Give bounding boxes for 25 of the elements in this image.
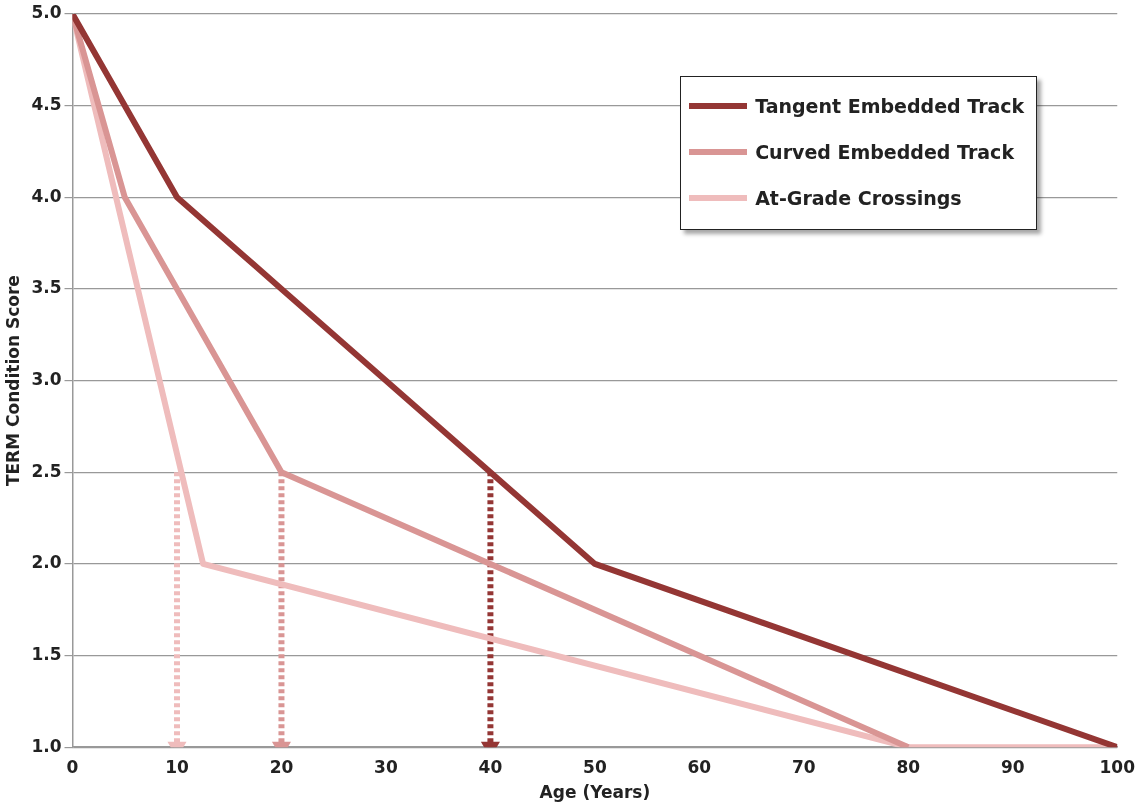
y-tick-label: 2.0 bbox=[31, 552, 62, 573]
legend-label: At-Grade Crossings bbox=[755, 187, 962, 209]
legend-label: Curved Embedded Track bbox=[755, 141, 1015, 163]
x-tick-label: 10 bbox=[165, 756, 189, 777]
x-tick-label: 90 bbox=[1000, 756, 1025, 777]
y-tick-label: 1.0 bbox=[31, 735, 62, 756]
x-tick-label: 40 bbox=[478, 756, 503, 777]
y-tick-label: 5.0 bbox=[31, 2, 62, 23]
x-tick-label: 100 bbox=[1099, 756, 1136, 777]
x-axis-title: Age (Years) bbox=[539, 782, 651, 803]
x-tick-label: 80 bbox=[896, 756, 921, 777]
y-tick-label: 3.5 bbox=[31, 277, 62, 298]
y-tick-label: 4.5 bbox=[31, 94, 62, 115]
x-tick-label: 60 bbox=[687, 756, 712, 777]
y-axis-title: TERM Condition Score bbox=[2, 275, 23, 487]
x-tick-label: 30 bbox=[374, 756, 398, 777]
y-tick-label: 4.0 bbox=[31, 185, 62, 206]
x-tick-label: 70 bbox=[792, 756, 816, 777]
y-tick-label: 3.0 bbox=[31, 369, 62, 390]
legend-label: Tangent Embedded Track bbox=[755, 95, 1025, 117]
x-tick-label: 0 bbox=[66, 756, 79, 777]
x-tick-label: 20 bbox=[269, 756, 294, 777]
y-tick-label: 2.5 bbox=[31, 460, 62, 481]
x-tick-label: 50 bbox=[583, 756, 607, 777]
y-tick-label: 1.5 bbox=[31, 643, 62, 664]
